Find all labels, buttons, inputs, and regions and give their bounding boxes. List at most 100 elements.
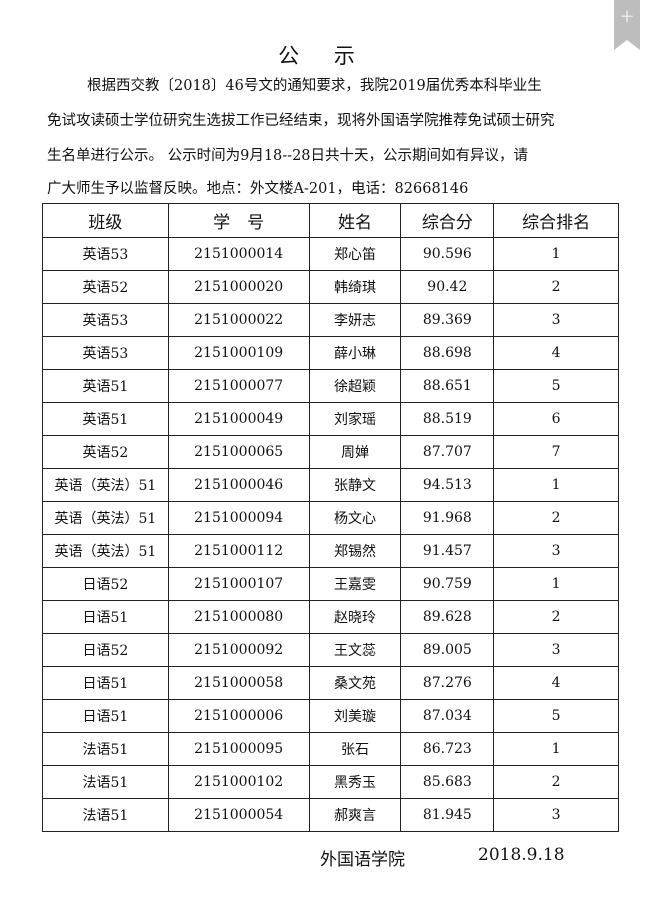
table-cell: 3 [493, 534, 619, 568]
table-cell: 7 [493, 435, 619, 469]
table-cell: 2151000095 [167, 732, 310, 766]
table-cell: 2151000109 [167, 336, 310, 370]
table-cell: 5 [493, 369, 619, 403]
table-cell: 89.005 [400, 633, 495, 667]
page-title: 公 示 [278, 44, 369, 68]
table-header-row: 班级学 号姓名 综合分 综合排名 [42, 203, 619, 238]
table-cell: 日语51 [42, 666, 169, 700]
table-cell: 2151000107 [167, 567, 310, 601]
table-cell: 2151000094 [167, 501, 310, 535]
table-cell: 英语（英法）51 [42, 501, 169, 535]
table-cell: 88.651 [400, 369, 495, 403]
paragraph-line: 免试攻读硕士学位研究生选拔工作已经结束，现将外国语学院推荐免试硕士研究 [47, 113, 555, 129]
table-cell: 3 [493, 633, 619, 667]
column-header: 姓名 [308, 203, 402, 238]
table-cell: 法语51 [42, 798, 169, 832]
table-cell: 6 [493, 402, 619, 436]
table-cell: 周婵 [308, 435, 402, 469]
table-cell: 4 [493, 666, 619, 700]
table-cell: 1 [493, 468, 619, 502]
table-cell: 94.513 [400, 468, 495, 502]
table-cell: 88.698 [400, 336, 495, 370]
table-cell: 3 [493, 798, 619, 832]
table-cell: 2 [493, 270, 619, 304]
table-cell: 赵晓玲 [308, 600, 402, 634]
column-header: 学 号 [167, 203, 310, 238]
column-header: 综合排名 [493, 203, 619, 238]
footer-date: 2018.9.18 [478, 845, 565, 865]
table-cell: 4 [493, 336, 619, 370]
table-cell: 英语53 [42, 336, 169, 370]
table-cell: 法语51 [42, 765, 169, 799]
table-row: 日语51 2151000080 赵晓玲 89.628 2 [42, 600, 619, 634]
table-cell: 2 [493, 501, 619, 535]
table-row: 英语（英法）51 2151000094 杨文心 91.968 2 [42, 501, 619, 535]
table-row: 英语52 2151000065 周婵 87.707 7 [42, 435, 619, 469]
table-row: 英语53 2151000022 李妍志 89.369 3 [42, 303, 619, 337]
results-table: 班级学 号姓名 综合分 综合排名 英语53 2151000014 郑心笛 90.596 1 英… [42, 203, 619, 832]
footer-org: 外国语学院 [320, 850, 405, 870]
table-cell: 韩绮琪 [308, 270, 402, 304]
table-cell: 黑秀玉 [308, 765, 402, 799]
table-row: 日语52 2151000107 王嘉雯 90.759 1 [42, 567, 619, 601]
table-cell: 2151000054 [167, 798, 310, 832]
table-cell: 89.369 [400, 303, 495, 337]
table-cell: 85.683 [400, 765, 495, 799]
table-cell: 81.945 [400, 798, 495, 832]
table-cell: 王嘉雯 [308, 567, 402, 601]
table-row: 法语51 2151000102 黑秀玉 85.683 2 [42, 765, 619, 799]
table-cell: 张石 [308, 732, 402, 766]
table-cell: 91.457 [400, 534, 495, 568]
table-cell: 2151000006 [167, 699, 310, 733]
table-cell: 87.276 [400, 666, 495, 700]
table-cell: 91.968 [400, 501, 495, 535]
table-cell: 2 [493, 765, 619, 799]
table-cell: 郑锡然 [308, 534, 402, 568]
table-row: 英语（英法）51 2151000112 郑锡然 91.457 3 [42, 534, 619, 568]
table-cell: 3 [493, 303, 619, 337]
table-cell: 87.034 [400, 699, 495, 733]
table-row: 英语（英法）51 2151000046 张静文 94.513 1 [42, 468, 619, 502]
table-row: 法语51 2151000054 郝爽言 81.945 3 [42, 798, 619, 832]
table-cell: 英语53 [42, 303, 169, 337]
table-cell: 2151000020 [167, 270, 310, 304]
table-cell: 87.707 [400, 435, 495, 469]
table-cell: 2151000046 [167, 468, 310, 502]
table-cell: 日语52 [42, 633, 169, 667]
table-cell: 英语52 [42, 270, 169, 304]
table-cell: 杨文心 [308, 501, 402, 535]
paragraph-line: 根据西交教〔2018〕46号文的通知要求，我院2019届优秀本科毕业生 [87, 78, 542, 94]
table-cell: 法语51 [42, 732, 169, 766]
table-cell: 2151000065 [167, 435, 310, 469]
table-row: 日语51 2151000058 桑文苑 87.276 4 [42, 666, 619, 700]
table-cell: 89.628 [400, 600, 495, 634]
table-cell: 英语（英法）51 [42, 534, 169, 568]
table-cell: 2 [493, 600, 619, 634]
table-cell: 郝爽言 [308, 798, 402, 832]
table-cell: 英语51 [42, 369, 169, 403]
table-cell: 86.723 [400, 732, 495, 766]
table-cell: 2151000049 [167, 402, 310, 436]
table-cell: 刘家瑶 [308, 402, 402, 436]
table-cell: 2151000014 [167, 237, 310, 271]
table-cell: 1 [493, 732, 619, 766]
table-cell: 王文蕊 [308, 633, 402, 667]
table-cell: 日语52 [42, 567, 169, 601]
table-cell: 英语52 [42, 435, 169, 469]
table-row: 英语51 2151000049 刘家瑶 88.519 6 [42, 402, 619, 436]
paragraph-line: 生名单进行公示。 公示时间为9月18--28日共十天，公示期间如有异议，请 [47, 148, 529, 164]
table-cell: 日语51 [42, 600, 169, 634]
table-cell: 2151000077 [167, 369, 310, 403]
table-cell: 90.42 [400, 270, 495, 304]
table-cell: 2151000092 [167, 633, 310, 667]
table-cell: 张静文 [308, 468, 402, 502]
table-row: 英语52 2151000020 韩绮琪 90.42 2 [42, 270, 619, 304]
table-cell: 1 [493, 237, 619, 271]
table-cell: 薛小琳 [308, 336, 402, 370]
table-cell: 桑文苑 [308, 666, 402, 700]
column-header: 班级 [42, 203, 169, 238]
table-cell: 英语51 [42, 402, 169, 436]
table-cell: 2151000022 [167, 303, 310, 337]
column-header: 综合分 [400, 203, 495, 238]
table-cell: 英语（英法）51 [42, 468, 169, 502]
